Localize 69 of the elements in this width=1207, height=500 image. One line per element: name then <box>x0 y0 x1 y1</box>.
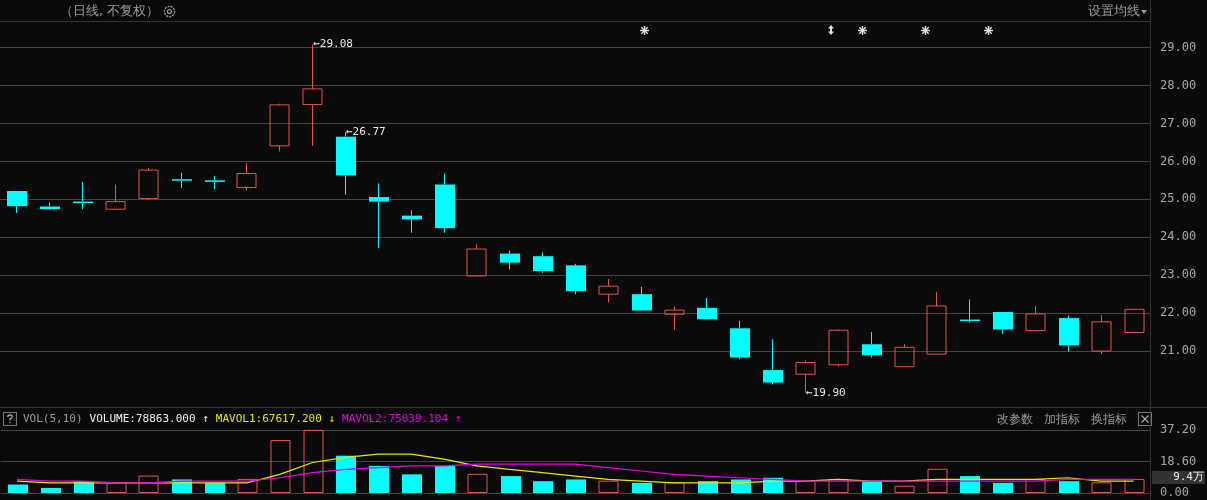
text: MAVOL2:75039.104 ↑ <box>342 412 462 425</box>
candlestick <box>862 331 882 359</box>
y-tick-label: 28.00 <box>1160 77 1197 92</box>
bar <box>862 481 882 493</box>
candlestick <box>369 182 389 249</box>
bar <box>566 479 586 493</box>
candlestick <box>763 338 783 385</box>
chart-subtitle: VOLUME:78863.000 ↑ <box>89 412 209 425</box>
y-tick-label: 23.00 <box>1160 267 1197 282</box>
y-tick-label: 25.00 <box>1160 191 1197 206</box>
y-tick-label: 29.00 <box>1160 39 1197 54</box>
candlestick <box>7 190 27 214</box>
text: 改参数 <box>997 411 1033 428</box>
chart-title: VOL(5,10) <box>23 412 83 425</box>
bar <box>894 485 915 493</box>
bar <box>533 481 553 493</box>
candlestick <box>894 343 915 368</box>
y-tick-label: 37.20 <box>1160 422 1197 437</box>
candlestick <box>926 291 947 355</box>
y-tick-label: 27.00 <box>1160 115 1197 130</box>
y-tick-label: 18.60 <box>1160 453 1197 468</box>
candlestick <box>697 297 717 320</box>
y-tick-label: 22.00 <box>1160 305 1197 320</box>
candlestick <box>664 306 685 331</box>
chart-title: （日线, 不复权） <box>60 2 160 20</box>
candlestick <box>435 173 455 234</box>
y-tick-label: 0.00 <box>1160 485 1189 500</box>
bar <box>336 455 356 493</box>
candlestick <box>533 251 553 274</box>
candlestick <box>205 175 225 190</box>
bar <box>435 465 455 493</box>
candlestick <box>500 250 520 270</box>
bar <box>205 482 225 493</box>
y-tick-label: 21.00 <box>1160 343 1197 358</box>
bar <box>1091 482 1112 493</box>
text: 9.4万 <box>1173 470 1204 484</box>
bar <box>467 473 488 493</box>
candlestick <box>598 278 619 303</box>
bar <box>402 474 422 493</box>
bar <box>41 487 61 493</box>
candlestick <box>993 312 1013 335</box>
candlestick <box>828 329 849 368</box>
y-tick-label: 24.00 <box>1160 229 1197 244</box>
bar <box>303 429 324 493</box>
text: 加指标 <box>1044 411 1080 428</box>
bar <box>501 476 521 493</box>
candlestick <box>1059 314 1079 352</box>
bar <box>698 481 718 493</box>
annotation: ←26.77 <box>346 125 386 139</box>
text: MAVOL1:67617.200 ↓ <box>215 412 336 425</box>
y-tick-label: 26.00 <box>1160 153 1197 168</box>
candlestick <box>236 162 257 192</box>
text: 设置均线 <box>1088 3 1140 18</box>
bar <box>598 480 619 493</box>
bar <box>993 482 1013 493</box>
text: 换指标 <box>1091 411 1127 428</box>
bar <box>731 479 751 493</box>
candlestick <box>632 286 652 311</box>
bar <box>632 482 652 493</box>
bar <box>270 440 291 493</box>
bar <box>927 468 948 493</box>
annotation: ←29.08 <box>313 37 353 51</box>
bar <box>369 465 389 493</box>
bar <box>8 484 28 493</box>
bar <box>237 478 258 493</box>
annotation: ←19.90 <box>806 385 846 399</box>
candlestick <box>172 172 192 189</box>
bar <box>1059 481 1079 493</box>
bar <box>138 475 159 493</box>
